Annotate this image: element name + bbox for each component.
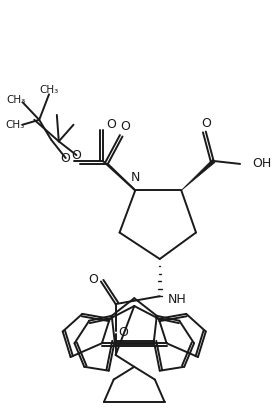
Text: O: O [106, 118, 116, 131]
Text: O: O [201, 117, 211, 130]
Text: N: N [130, 171, 140, 184]
Text: NH: NH [168, 293, 186, 306]
Text: O: O [119, 326, 129, 339]
Text: CH₃: CH₃ [6, 95, 25, 105]
Text: O: O [88, 273, 98, 286]
Text: CH₃: CH₃ [39, 85, 59, 95]
Text: O: O [72, 148, 81, 162]
Text: O: O [61, 152, 71, 165]
Text: OH: OH [252, 158, 271, 171]
Polygon shape [181, 160, 215, 190]
Text: O: O [121, 120, 130, 133]
Text: CH₃: CH₃ [5, 120, 24, 130]
